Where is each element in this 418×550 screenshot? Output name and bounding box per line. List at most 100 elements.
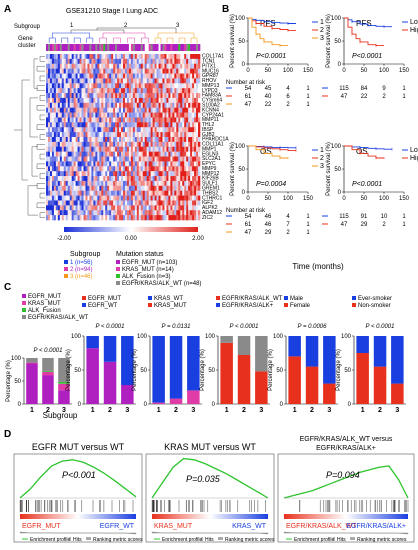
heatmap-cell xyxy=(117,210,120,216)
heatmap-cell xyxy=(93,156,96,162)
heatmap-cell xyxy=(186,185,189,191)
heatmap-cell xyxy=(196,161,199,167)
heatmap-cell xyxy=(178,171,181,177)
heatmap-cell xyxy=(47,127,51,133)
heatmap-cell xyxy=(47,58,51,65)
heatmap-cell xyxy=(67,185,70,191)
mutation-legend-title: Mutation status xyxy=(116,251,164,258)
heatmap-cell xyxy=(103,190,106,196)
heatmap-cell xyxy=(168,88,171,94)
bar-y-tick-label: 100 xyxy=(137,334,148,340)
heatmap-cell xyxy=(174,88,177,94)
heatmap-cell xyxy=(81,107,84,113)
heatmap-cell xyxy=(178,78,181,84)
heatmap-cell xyxy=(75,215,78,221)
heatmap-cell xyxy=(83,166,86,172)
heatmap-cell xyxy=(172,73,175,79)
heatmap-cell xyxy=(170,78,173,84)
heatmap-cell xyxy=(136,132,140,138)
risk-value: 1 xyxy=(306,102,310,108)
heatmap-cell xyxy=(184,97,187,104)
heatmap-cell xyxy=(93,73,96,79)
heatmap-cell xyxy=(166,180,169,187)
heatmap-cell xyxy=(150,83,153,89)
heatmap-cell xyxy=(124,93,128,99)
heatmap-cell xyxy=(144,205,147,211)
heatmap-cell xyxy=(79,54,82,60)
heatmap-cell xyxy=(81,180,84,187)
heatmap-cell xyxy=(69,83,72,89)
heatmap-cell xyxy=(85,122,88,128)
heatmap-cell xyxy=(130,93,134,99)
heatmap-cell xyxy=(148,93,151,99)
heatmap-cell xyxy=(190,127,193,133)
heatmap-cell xyxy=(79,97,82,104)
heatmap-cell xyxy=(119,205,122,211)
heatmap-cell xyxy=(117,176,120,182)
heatmap-cell xyxy=(134,210,138,216)
heatmap-cell xyxy=(132,210,136,216)
heatmap-cell xyxy=(182,102,185,108)
heatmap-cell xyxy=(61,122,65,128)
km-plot: 050100050100150PFSP<0.0001Low_1+2High_3P… xyxy=(322,14,418,100)
heatmap-cell xyxy=(160,146,163,152)
heatmap-cell xyxy=(99,93,102,99)
km-y-axis-label: Percent survival (%) xyxy=(326,142,332,196)
heatmap-cell xyxy=(168,195,171,201)
heatmap-cell xyxy=(172,215,175,221)
heatmap-cell xyxy=(119,166,122,172)
heatmap-cell xyxy=(59,93,63,99)
gene-label: ALPK2 xyxy=(202,205,218,211)
heatmap-cell xyxy=(150,166,153,172)
heatmap-cell xyxy=(51,68,55,74)
heatmap-cell xyxy=(132,122,136,128)
heatmap-cell xyxy=(156,151,159,157)
heatmap-cell xyxy=(53,195,57,201)
heatmap-cell xyxy=(154,210,157,216)
risk-value: 1 xyxy=(402,86,406,92)
heatmap-cell xyxy=(123,176,126,182)
heatmap-cell xyxy=(123,166,126,172)
heatmap-cell xyxy=(190,102,193,108)
heatmap-cell xyxy=(156,190,159,196)
heatmap-cell xyxy=(73,205,76,211)
heatmap-cell xyxy=(75,117,78,123)
heatmap-cell xyxy=(119,171,122,177)
heatmap-cell xyxy=(138,190,142,196)
heatmap-cell xyxy=(152,185,155,191)
heatmap-cell xyxy=(156,68,159,74)
heatmap-cell xyxy=(79,132,82,138)
heatmap-cell xyxy=(63,102,67,108)
heatmap-cell xyxy=(65,141,69,148)
heatmap-cell xyxy=(188,195,191,201)
heatmap-cell xyxy=(53,210,57,216)
heatmap-cell xyxy=(81,166,84,172)
heatmap-cell xyxy=(138,146,142,152)
dendrogram-branch xyxy=(99,37,107,43)
heatmap-cell xyxy=(63,200,67,206)
bar-y-tick-label: 100 xyxy=(205,334,216,340)
heatmap-cell xyxy=(49,166,53,172)
heatmap-cell xyxy=(148,151,151,157)
heatmap-cell xyxy=(111,112,114,118)
heatmap-cell xyxy=(142,117,146,123)
gene-label: SULF1 xyxy=(202,181,218,187)
heatmap-cell xyxy=(87,112,90,118)
heatmap-cell xyxy=(51,63,55,69)
heatmap-cell xyxy=(190,117,193,123)
heatmap-cell xyxy=(190,93,193,99)
bar-x-tick-label: 2 xyxy=(108,407,112,414)
heatmap-cell xyxy=(128,161,132,167)
heatmap-cell xyxy=(148,58,151,65)
heatmap-cell xyxy=(188,88,191,94)
heatmap-cell xyxy=(57,185,61,191)
dendrogram-branch xyxy=(36,183,45,189)
risk-value: 91 xyxy=(361,214,368,220)
heatmap-cell xyxy=(138,185,142,191)
bar-segment xyxy=(323,336,336,384)
heatmap-cell xyxy=(150,180,153,187)
heatmap-cell xyxy=(164,171,167,177)
heatmap-cell xyxy=(97,68,100,74)
heatmap-cell xyxy=(107,137,110,143)
heatmap-cell xyxy=(87,97,90,104)
